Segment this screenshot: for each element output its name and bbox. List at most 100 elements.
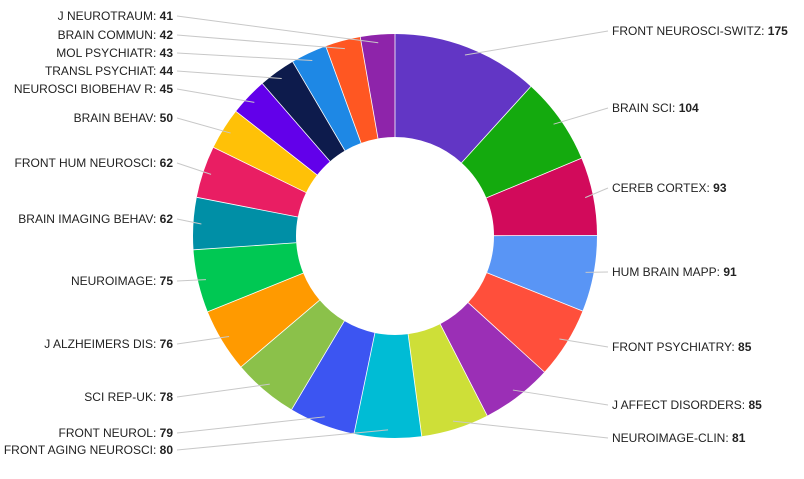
chart-slices: [193, 34, 598, 438]
slice-label-value: 41: [160, 9, 174, 23]
slice-label-value: 45: [160, 82, 174, 96]
leader-line-sci-rep-uk: [176, 383, 270, 398]
slice-separator: [193, 242, 297, 251]
leader-line-front-psychiatry: [559, 338, 609, 348]
slice-separator: [207, 272, 304, 313]
slice-front-psychiatry[interactable]: [468, 272, 583, 372]
slice-front-aging-neurosci[interactable]: [354, 332, 422, 438]
slice-label-name: CEREB CORTEX:: [612, 181, 713, 195]
slice-separator: [467, 302, 545, 373]
slice-label-name: FRONT PSYCHIATRY:: [612, 340, 738, 354]
slice-label-j-alzheimers-dis: J ALZHEIMERS DIS: 76: [44, 337, 173, 351]
slice-separator: [407, 334, 423, 437]
slice-label-front-hum-neurosci: FRONT HUM NEUROSCI: 62: [15, 156, 174, 170]
leader-line-front-neurosci-switz: [464, 30, 609, 56]
slice-label-transl-psychiat: TRANSL PSYCHIAT: 44: [45, 64, 173, 78]
slice-label-value: 62: [160, 156, 174, 170]
slice-j-alzheimers-dis[interactable]: [207, 273, 320, 367]
slice-label-name: FRONT AGING NEUROSCI:: [4, 443, 160, 457]
slice-label-value: 85: [748, 398, 762, 412]
slice-separator: [486, 157, 582, 199]
slice-transl-psychiat[interactable]: [262, 61, 345, 162]
leader-line-neuroimage-clin: [452, 420, 609, 439]
slice-sci-rep-uk[interactable]: [241, 300, 345, 410]
slice-label-front-neurosci-switz: FRONT NEUROSCI-SWITZ: 175: [612, 24, 788, 38]
slice-label-value: 62: [160, 212, 174, 226]
slice-cereb-cortex[interactable]: [486, 158, 597, 236]
leader-line-transl-psychiat: [176, 70, 282, 80]
leader-line-front-aging-neurosci: [176, 429, 389, 451]
slice-label-name: MOL PSYCHIATR:: [56, 46, 159, 60]
leader-line-front-neurol: [176, 416, 325, 434]
slice-label-front-aging-neurosci: FRONT AGING NEUROSCI: 80: [4, 443, 173, 457]
slice-label-name: FRONT NEUROSCI-SWITZ:: [612, 24, 768, 38]
slice-label-name: J AFFECT DISORDERS:: [612, 398, 748, 412]
leader-line-j-neurotraum: [176, 15, 379, 44]
slice-label-name: J ALZHEIMERS DIS:: [44, 337, 159, 351]
slice-label-value: 42: [160, 28, 174, 42]
slice-label-value: 78: [160, 390, 174, 404]
slice-brain-commun[interactable]: [325, 37, 378, 143]
slice-label-name: BRAIN SCI:: [612, 101, 679, 115]
slice-label-name: BRAIN BEHAV:: [74, 111, 160, 125]
slice-separator: [461, 86, 532, 163]
slice-label-brain-imaging-behav: BRAIN IMAGING BEHAV: 62: [18, 212, 173, 226]
slice-label-name: J NEUROTRAUM:: [58, 9, 160, 23]
leader-line-neurosci-biobehav-r: [176, 88, 255, 103]
slice-separator: [291, 320, 345, 410]
slice-label-value: 175: [768, 24, 788, 38]
leader-line-brain-behav: [176, 117, 231, 134]
slice-separator: [240, 299, 320, 368]
slice-neurosci-biobehav-r[interactable]: [236, 83, 330, 175]
leader-line-brain-commun: [176, 34, 345, 50]
slice-neuroimage[interactable]: [193, 242, 304, 312]
slice-mol-psychiatr[interactable]: [292, 46, 362, 151]
slice-brain-behav[interactable]: [213, 111, 318, 193]
slice-front-neurol[interactable]: [291, 321, 375, 434]
slice-label-neuroimage-clin: NEUROIMAGE-CLIN: 81: [612, 431, 746, 445]
slice-separator: [196, 196, 298, 218]
slice-separator: [262, 83, 331, 162]
leader-line-brain-imaging-behav: [176, 218, 202, 225]
slice-brain-sci[interactable]: [461, 86, 582, 198]
slice-separator: [359, 36, 379, 139]
slice-label-name: FRONT HUM NEUROSCI:: [15, 156, 160, 170]
slice-label-name: NEUROIMAGE:: [71, 274, 160, 288]
slice-label-brain-sci: BRAIN SCI: 104: [612, 101, 699, 115]
slice-separator: [439, 323, 488, 416]
slice-label-neurosci-biobehav-r: NEUROSCI BIOBEHAV R: 45: [14, 82, 173, 96]
slice-label-cereb-cortex: CEREB CORTEX: 93: [612, 181, 727, 195]
slice-separator: [325, 46, 362, 144]
slice-j-affect-disorders[interactable]: [440, 302, 545, 416]
leader-line-neuroimage: [176, 279, 206, 282]
slice-label-value: 81: [732, 431, 746, 445]
slice-front-hum-neurosci[interactable]: [196, 147, 307, 218]
slice-label-value: 76: [160, 337, 174, 351]
slice-label-name: BRAIN IMAGING BEHAV:: [18, 212, 159, 226]
leader-line-j-alzheimers-dis: [176, 336, 230, 345]
slice-brain-imaging-behav[interactable]: [193, 197, 298, 250]
slice-label-name: BRAIN COMMUN:: [58, 28, 160, 42]
slice-front-neurosci-switz[interactable]: [395, 34, 531, 163]
slice-label-value: 75: [160, 274, 174, 288]
slice-label-front-psychiatry: FRONT PSYCHIATRY: 85: [612, 340, 752, 354]
slice-label-brain-commun: BRAIN COMMUN: 42: [58, 28, 174, 42]
slice-label-value: 104: [679, 101, 699, 115]
slice-separator: [353, 332, 376, 434]
slice-neuroimage-clin[interactable]: [408, 324, 488, 437]
slice-hum-brain-mapp[interactable]: [486, 235, 597, 311]
slice-label-front-neurol: FRONT NEUROL: 79: [59, 426, 174, 440]
leader-line-j-affect-disorders: [512, 389, 609, 406]
chart-leader-lines: [176, 15, 609, 451]
slice-j-neurotraum[interactable]: [360, 34, 395, 139]
slice-label-value: 93: [713, 181, 727, 195]
leader-line-cereb-cortex: [584, 187, 609, 199]
slice-label-sci-rep-uk: SCI REP-UK: 78: [84, 390, 173, 404]
slice-label-name: NEUROSCI BIOBEHAV R:: [14, 82, 160, 96]
slice-label-name: HUM BRAIN MAPP:: [612, 265, 723, 279]
slice-label-value: 44: [160, 64, 174, 78]
slice-label-j-neurotraum: J NEUROTRAUM: 41: [58, 9, 174, 23]
slice-separator: [213, 147, 307, 193]
slice-label-brain-behav: BRAIN BEHAV: 50: [74, 111, 174, 125]
